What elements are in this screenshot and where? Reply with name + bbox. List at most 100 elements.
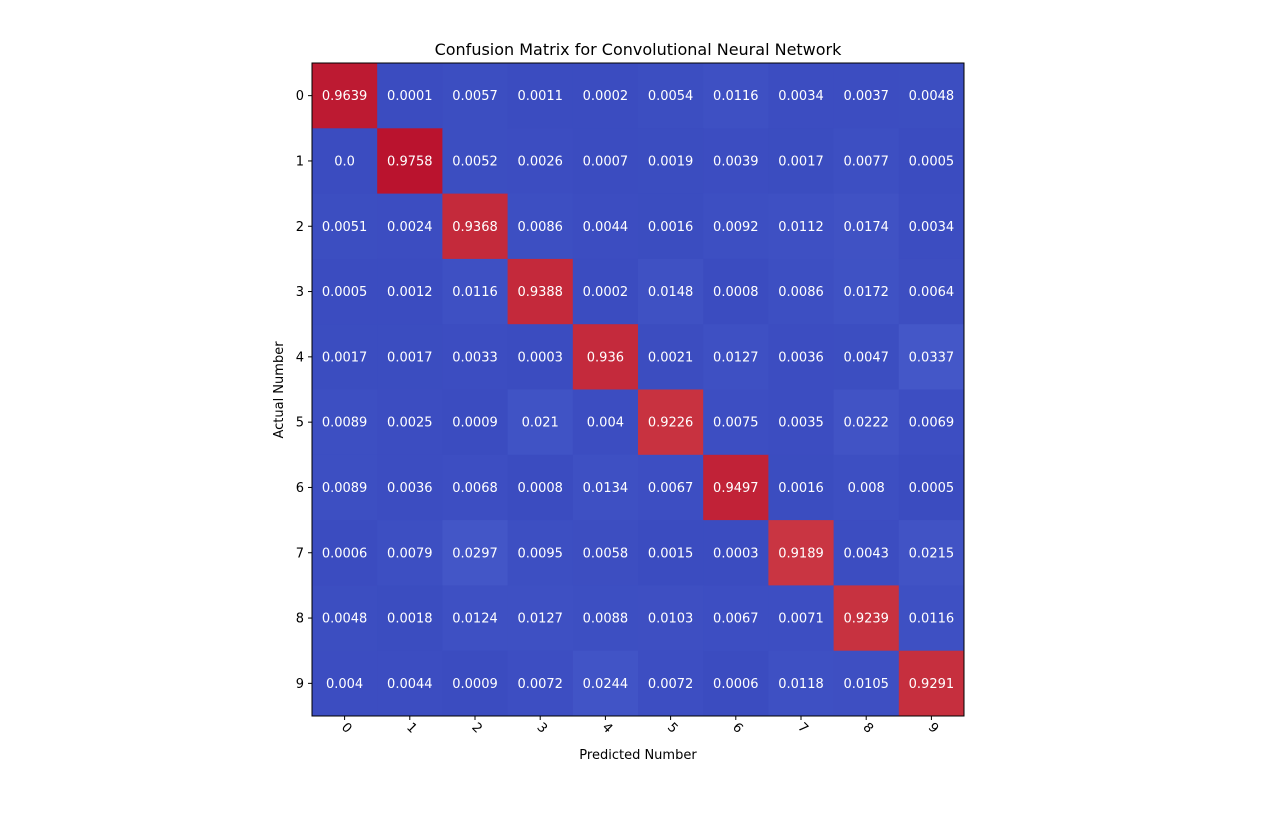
cell-value-label: 0.0001 (387, 89, 433, 104)
x-axis-ticks: 0 1 2 3 4 5 6 7 8 9 (338, 716, 941, 737)
heatmap-cell-4-9 (898, 324, 965, 390)
heatmap-cell-7-9 (898, 520, 965, 586)
heatmap-cell-8-8 (833, 585, 900, 652)
heatmap-cell-5-3 (507, 389, 574, 456)
heatmap-cell-9-3 (507, 650, 574, 717)
cell-value-label: 0.0067 (713, 612, 759, 627)
heatmap-cell-6-0 (312, 454, 378, 521)
cell-value-label: 0.0148 (648, 285, 694, 300)
cell-value-label: 0.0043 (843, 546, 889, 561)
heatmap-cell-6-7 (768, 454, 835, 521)
heatmap-cell-0-9 (898, 63, 965, 129)
cell-value-label: 0.9368 (452, 220, 498, 235)
heatmap-cell-6-2 (442, 454, 509, 521)
cell-value-label: 0.0079 (387, 546, 433, 561)
cell-value-label: 0.0072 (517, 677, 563, 692)
cell-value-label: 0.936 (587, 350, 624, 365)
cell-value-label: 0.9189 (778, 546, 824, 561)
cell-value-label: 0.008 (848, 481, 885, 496)
heatmap-cell-7-4 (572, 520, 639, 586)
cell-value-label: 0.004 (587, 416, 624, 431)
heatmap-cell-7-1 (377, 520, 443, 586)
cell-value-label: 0.9388 (517, 285, 563, 300)
heatmap-cell-7-8 (833, 520, 900, 586)
heatmap-cell-6-5 (638, 454, 704, 521)
cell-value-label: 0.9239 (843, 612, 889, 627)
heatmap-cell-0-1 (377, 63, 443, 129)
heatmap-cell-8-4 (572, 585, 639, 652)
heatmap-cell-8-3 (507, 585, 574, 652)
cell-value-label: 0.0215 (909, 546, 955, 561)
heatmap-cell-7-3 (507, 520, 574, 586)
x-tick-label: 3 (534, 720, 550, 736)
heatmap-cell-3-6 (703, 258, 769, 325)
cell-value-label: 0.0047 (843, 350, 889, 365)
heatmap-cell-3-7 (768, 258, 835, 325)
heatmap-cell-9-6 (703, 650, 769, 717)
cell-value-label: 0.0002 (583, 89, 629, 104)
heatmap-cell-0-8 (833, 63, 900, 129)
heatmap-cell-8-2 (442, 585, 509, 652)
cell-value-label: 0.0112 (778, 220, 824, 235)
cell-value-label: 0.0222 (843, 416, 889, 431)
cell-value-label: 0.0118 (778, 677, 824, 692)
heatmap-cell-2-3 (507, 193, 574, 260)
y-tick-label: 9 (296, 677, 304, 692)
heatmap-cell-4-7 (768, 324, 835, 390)
heatmap-cell-5-1 (377, 389, 443, 456)
cell-value-label: 0.0037 (843, 89, 889, 104)
heatmap-cell-6-6 (703, 454, 769, 521)
cell-value-label: 0.0017 (322, 350, 368, 365)
heatmap-cell-4-6 (703, 324, 769, 390)
cell-value-label: 0.0244 (583, 677, 629, 692)
cell-value-label: 0.0021 (648, 350, 694, 365)
heatmap-cell-0-5 (638, 63, 704, 129)
heatmap-cell-2-0 (312, 193, 378, 260)
cell-value-label: 0.0034 (778, 89, 824, 104)
y-tick-label: 7 (296, 546, 304, 561)
y-axis-label: Actual Number (272, 341, 287, 439)
heatmap-cell-0-2 (442, 63, 509, 129)
heatmap-cell-1-9 (898, 128, 965, 195)
x-tick-label: 4 (599, 720, 615, 736)
heatmap-cell-8-0 (312, 585, 378, 652)
cell-value-label: 0.0124 (452, 612, 498, 627)
heatmap-cell-5-0 (312, 389, 378, 456)
cell-value-label: 0.0088 (583, 612, 629, 627)
cell-value-label: 0.0018 (387, 612, 433, 627)
cell-value-label: 0.0036 (387, 481, 433, 496)
cell-value-label: 0.0086 (778, 285, 824, 300)
cell-value-label: 0.0039 (713, 154, 759, 169)
heatmap-cell-1-5 (638, 128, 704, 195)
heatmap-cell-5-9 (898, 389, 965, 456)
cell-value-label: 0.9226 (648, 416, 694, 431)
heatmap-cell-1-3 (507, 128, 574, 195)
cell-value-label: 0.9291 (909, 677, 955, 692)
cell-value-label: 0.0052 (452, 154, 498, 169)
heatmap-cell-5-5 (638, 389, 704, 456)
cell-value-label: 0.0044 (387, 677, 433, 692)
heatmap-cell-2-6 (703, 193, 769, 260)
cell-value-label: 0.0025 (387, 416, 433, 431)
cell-value-label: 0.0012 (387, 285, 433, 300)
heatmap-cell-9-8 (833, 650, 900, 717)
chart-title: Confusion Matrix for Convolutional Neura… (435, 40, 843, 59)
cell-value-label: 0.0035 (778, 416, 824, 431)
cell-value-label: 0.0008 (517, 481, 563, 496)
heatmap-cell-0-3 (507, 63, 574, 129)
cell-value-label: 0.0002 (583, 285, 629, 300)
cell-value-label: 0.0007 (583, 154, 629, 169)
cell-value-label: 0.0016 (778, 481, 824, 496)
heatmap-cell-9-5 (638, 650, 704, 717)
cell-value-label: 0.0116 (452, 285, 498, 300)
heatmap-cell-0-0 (312, 63, 378, 129)
cell-value-label: 0.0067 (648, 481, 694, 496)
cell-value-label: 0.0086 (517, 220, 563, 235)
cell-value-label: 0.0095 (517, 546, 563, 561)
cell-value-label: 0.0071 (778, 612, 824, 627)
cell-value-label: 0.0103 (648, 612, 694, 627)
heatmap-cell-9-2 (442, 650, 509, 717)
heatmap-cell-7-6 (703, 520, 769, 586)
x-tick-label: 1 (403, 720, 419, 736)
